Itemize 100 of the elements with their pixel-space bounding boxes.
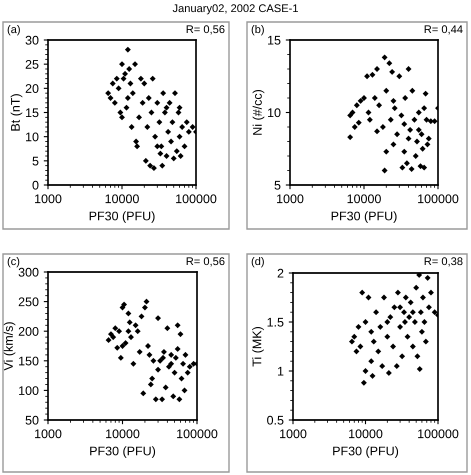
point <box>164 325 170 332</box>
point <box>169 119 176 126</box>
point <box>148 382 154 388</box>
point <box>165 128 172 135</box>
y-tick-label: 15 <box>268 36 280 45</box>
point <box>116 328 122 334</box>
point <box>152 134 158 140</box>
text: (a) <box>8 25 20 36</box>
y-tick-label: 0.5 <box>267 416 284 425</box>
x-axis-title: PF30 (PFU) <box>90 211 155 223</box>
text: January02, 2002 CASE-1 <box>172 4 298 14</box>
point <box>126 66 132 72</box>
point <box>120 76 127 82</box>
text: (c) <box>8 257 20 268</box>
point <box>155 315 161 322</box>
point <box>147 162 154 169</box>
y-tick-label: 300 <box>18 268 38 277</box>
x-tick-label: 10000 <box>349 429 382 438</box>
point <box>136 348 143 355</box>
y-tick-label: 5 <box>32 156 38 166</box>
y-tick-label: 0 <box>32 180 38 190</box>
y-tick-label: 1 <box>278 366 284 376</box>
x-tick-label: 1000 <box>35 429 62 438</box>
y-axis-title: Vi (km/s) <box>4 322 16 370</box>
point <box>150 358 156 364</box>
y-tick-label: 30 <box>26 36 38 45</box>
y-tick-label: 20 <box>26 84 38 93</box>
point <box>148 110 154 116</box>
y-tick-label: 25 <box>26 60 38 69</box>
text: R= 0,44 <box>424 25 463 34</box>
y-tick-label: 1.5 <box>268 318 284 327</box>
point <box>140 100 146 106</box>
point <box>134 328 141 334</box>
point <box>125 310 132 316</box>
point <box>142 158 149 164</box>
point <box>128 124 135 130</box>
point <box>184 119 190 126</box>
x-tick-label: 1000 <box>280 429 306 438</box>
y-tick-label: 10 <box>268 108 280 118</box>
point <box>133 138 140 144</box>
y-tick-label: 200 <box>18 327 38 336</box>
point <box>176 396 182 402</box>
point <box>166 100 173 106</box>
point <box>182 143 188 150</box>
point <box>150 76 156 82</box>
point <box>156 119 162 126</box>
y-tick-label: 10 <box>26 132 38 142</box>
point <box>130 360 136 367</box>
x-tick-label: 1000 <box>35 194 62 204</box>
x-tick-label: 10000 <box>106 429 140 438</box>
point <box>160 90 166 96</box>
point <box>110 80 116 86</box>
point <box>159 396 166 402</box>
point <box>141 80 148 86</box>
point <box>138 76 144 82</box>
point <box>132 322 139 328</box>
point <box>154 100 160 106</box>
x-tick-label: 100000 <box>418 194 458 204</box>
point <box>124 104 130 111</box>
point <box>122 70 128 77</box>
point <box>146 95 152 101</box>
point <box>132 61 138 68</box>
point <box>162 110 168 116</box>
text: R= 0,56 <box>186 25 225 34</box>
point <box>152 396 159 402</box>
point <box>116 85 122 92</box>
y-tick-label: 5 <box>274 180 280 190</box>
y-tick-label: 250 <box>18 297 38 306</box>
x-axis-title: PF30 (PFU) <box>333 446 398 458</box>
point <box>174 322 181 328</box>
point <box>172 90 178 96</box>
point <box>134 143 140 150</box>
x-tick-label: 1000 <box>277 194 304 204</box>
point <box>118 354 124 361</box>
x-tick-label: 10000 <box>106 194 139 204</box>
y-axis-title: Ni (#/cc) <box>252 90 264 135</box>
point <box>159 162 166 169</box>
point <box>186 128 192 135</box>
text: R= 0,38 <box>424 257 463 266</box>
point <box>122 340 129 346</box>
point <box>112 100 118 106</box>
point <box>136 114 142 120</box>
point <box>170 155 177 162</box>
x-tick-label: 100000 <box>418 429 458 438</box>
point <box>119 61 125 68</box>
y-tick-label: 15 <box>26 108 38 118</box>
x-axis-title: PF30 (PFU) <box>332 211 397 223</box>
text: R= 0,56 <box>186 257 225 266</box>
point <box>106 337 112 344</box>
point <box>130 90 136 96</box>
point <box>178 153 184 159</box>
y-tick-label: 50 <box>26 416 38 425</box>
point <box>179 124 186 130</box>
point <box>146 352 152 358</box>
point <box>117 110 124 116</box>
y-axis-title: Bt (nT) <box>10 94 22 131</box>
point <box>150 165 157 172</box>
x-axis-title: PF30 (PFU) <box>90 446 156 458</box>
point <box>114 76 120 82</box>
text: (d) <box>252 257 264 268</box>
